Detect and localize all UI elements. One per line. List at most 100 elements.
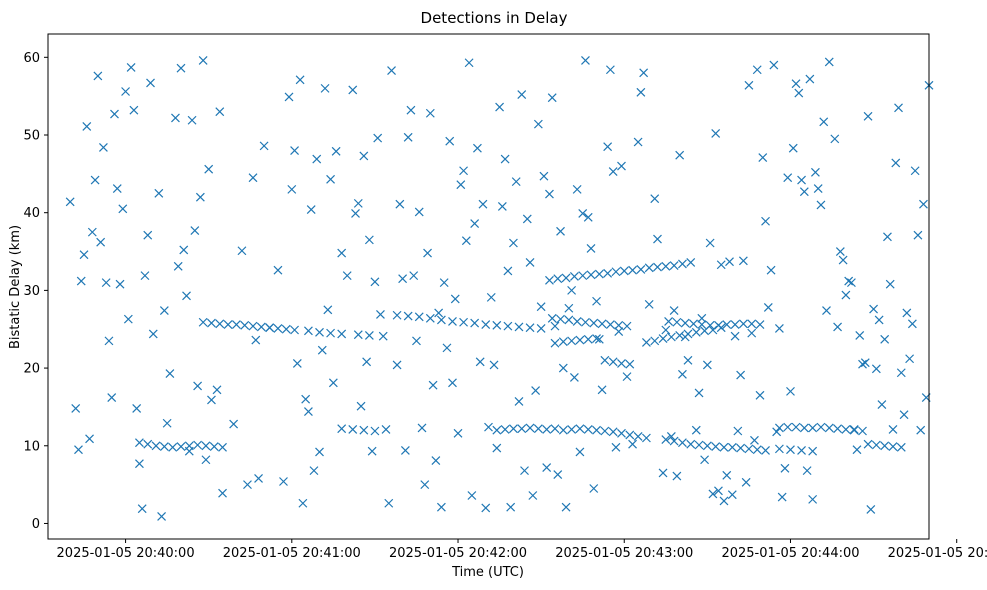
data-point (434, 308, 444, 318)
data-point (525, 423, 535, 433)
data-point (370, 426, 380, 436)
data-point (326, 328, 336, 338)
data-point (758, 153, 768, 162)
y-tick-label: 20 (23, 362, 40, 377)
data-point (755, 320, 765, 329)
data-point (586, 244, 596, 253)
data-point (550, 424, 560, 434)
data-point (442, 343, 452, 353)
data-point (666, 432, 676, 441)
data-point (240, 320, 250, 330)
data-point (453, 428, 463, 438)
data-point (436, 502, 446, 512)
data-point (874, 315, 884, 325)
data-point (500, 154, 510, 164)
data-point (359, 151, 369, 161)
data-point (420, 480, 430, 490)
data-point (470, 219, 480, 228)
data-point (312, 154, 322, 164)
data-point (722, 320, 732, 329)
data-point (700, 326, 710, 336)
data-point (107, 393, 117, 403)
data-point (650, 336, 660, 346)
data-point (248, 173, 258, 183)
data-point (810, 167, 820, 177)
data-point (641, 338, 651, 347)
data-point (132, 404, 142, 413)
data-point (628, 439, 637, 449)
data-point (899, 410, 909, 420)
data-point (459, 166, 468, 176)
data-point (694, 440, 704, 450)
data-point (237, 246, 247, 256)
data-point (356, 401, 366, 411)
data-point (290, 325, 299, 335)
data-point (251, 335, 261, 345)
data-point (301, 394, 311, 404)
data-point (910, 166, 920, 176)
data-point (556, 314, 565, 324)
data-point (913, 230, 923, 240)
data-point (605, 320, 615, 329)
data-point (558, 363, 568, 373)
data-point (844, 276, 854, 286)
data-point (309, 466, 319, 476)
data-point (378, 331, 388, 341)
data-point (824, 423, 834, 433)
data-point (403, 311, 413, 321)
y-tick-label: 60 (23, 51, 40, 66)
data-point (162, 418, 172, 428)
data-point (207, 318, 216, 328)
data-point (328, 378, 338, 388)
data-point (678, 369, 687, 379)
data-point (777, 492, 787, 502)
data-point (85, 434, 94, 444)
data-point (774, 423, 784, 433)
data-point (215, 319, 225, 329)
data-point (140, 271, 150, 281)
data-point (736, 443, 746, 453)
data-point (567, 336, 577, 346)
x-tick-label: 2025-01-05 20:40:00 (57, 546, 195, 561)
data-point (193, 440, 203, 450)
data-point (697, 313, 707, 323)
data-point (567, 425, 577, 434)
data-point (481, 503, 491, 513)
data-point (423, 248, 432, 258)
data-point (619, 266, 629, 276)
x-tick-label: 2025-01-05 20:41:00 (223, 546, 361, 561)
data-point (622, 321, 632, 331)
data-point (763, 303, 773, 312)
data-point (888, 442, 898, 451)
data-point (536, 324, 546, 333)
data-point (885, 279, 895, 289)
data-point (331, 146, 341, 156)
data-point (902, 308, 912, 318)
data-point (82, 122, 92, 131)
data-point (146, 78, 155, 88)
data-point (877, 400, 887, 410)
data-point (592, 425, 601, 435)
data-point (608, 167, 618, 176)
data-point (353, 330, 363, 340)
data-point (472, 143, 482, 153)
data-point (858, 426, 867, 436)
data-point (445, 136, 455, 146)
data-point (750, 435, 759, 445)
data-point (348, 425, 358, 434)
data-point (786, 386, 795, 396)
data-point (575, 335, 585, 345)
data-point (799, 187, 809, 197)
data-point (597, 319, 607, 329)
data-point (802, 466, 812, 476)
data-point (545, 275, 554, 285)
data-point (788, 143, 798, 153)
x-tick-label: 2025-01-05 20:43:00 (555, 546, 693, 561)
x-tick-label: 2025-01-05 20:42:00 (389, 546, 527, 561)
data-point (137, 504, 147, 514)
data-point (517, 90, 527, 100)
data-point (337, 329, 347, 339)
data-point (290, 146, 299, 155)
data-point (680, 332, 690, 342)
